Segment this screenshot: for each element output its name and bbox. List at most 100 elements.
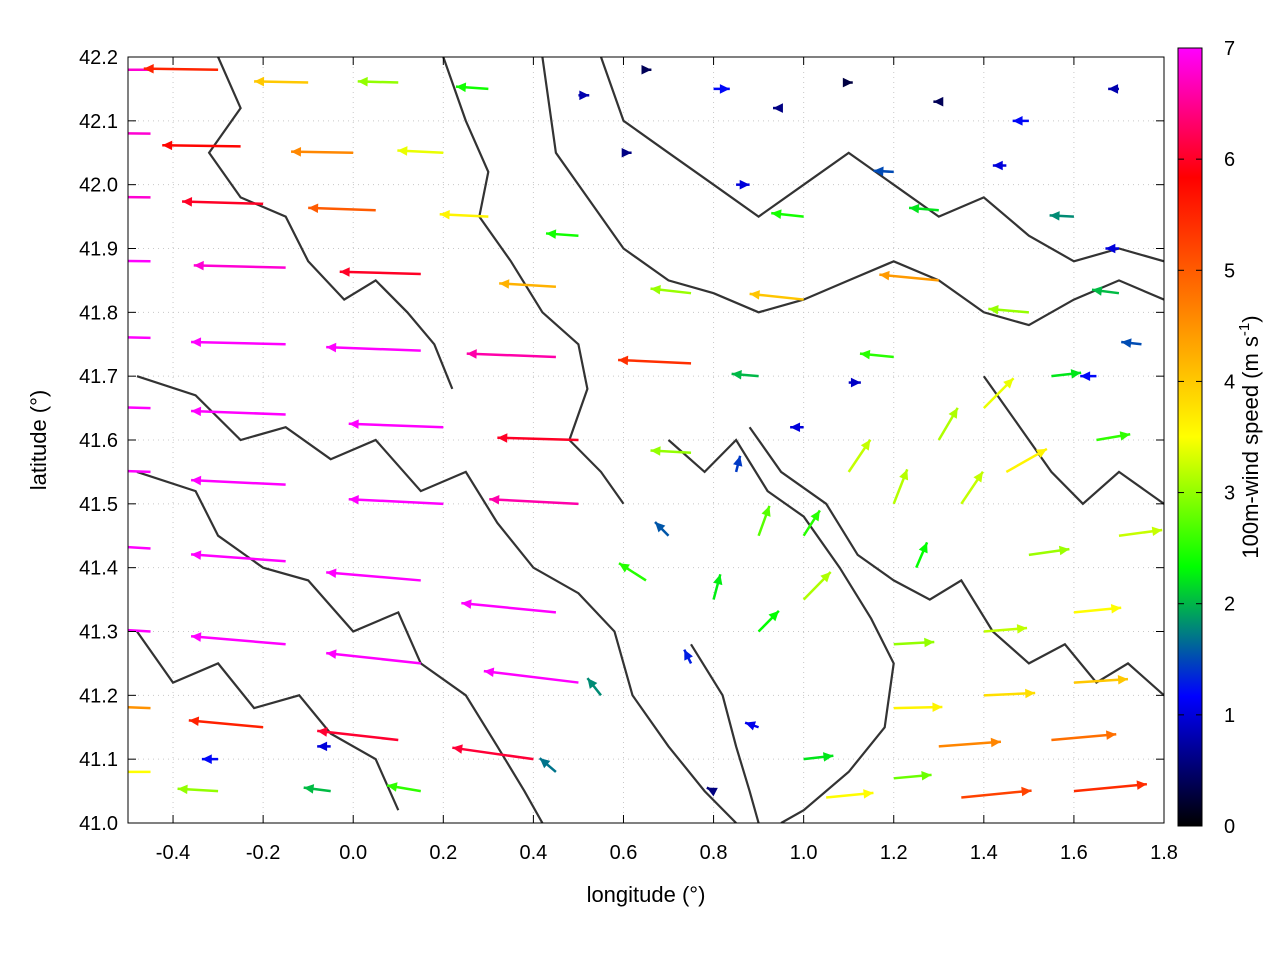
wind-vector — [650, 446, 692, 456]
wind-vector — [128, 628, 151, 633]
contour-line — [667, 438, 895, 823]
wind-vector — [848, 377, 861, 388]
wind-vector — [773, 103, 783, 113]
wind-vector — [1080, 371, 1097, 381]
wind-vector — [308, 203, 376, 214]
wind-vector — [303, 784, 331, 794]
wind-vector — [771, 209, 804, 219]
contour-line — [982, 375, 1164, 506]
x-tick-label: -0.4 — [156, 842, 190, 864]
wind-vector — [733, 455, 743, 473]
wind-vector — [578, 90, 590, 101]
wind-vector — [193, 260, 286, 271]
contour-line — [442, 57, 625, 505]
wind-vector — [1073, 674, 1129, 685]
wind-vector — [182, 197, 264, 207]
wind-vector — [545, 229, 579, 239]
wind-vector — [892, 468, 909, 505]
y-tick-label: 42.1 — [79, 111, 118, 133]
wind-vector — [439, 209, 489, 220]
wind-vector — [983, 688, 1036, 699]
wind-vector — [736, 179, 750, 190]
wind-vector — [466, 349, 556, 359]
wind-vector — [348, 419, 444, 429]
x-tick-label: 0.8 — [700, 842, 728, 864]
colorbar-label: 100m-wind speed (m s-1) — [1236, 315, 1263, 558]
wind-vector — [317, 727, 399, 742]
wind-vector — [326, 649, 421, 665]
wind-vector — [988, 304, 1029, 315]
colorbar-label-main: 100m-wind speed (m s — [1238, 336, 1263, 559]
x-tick-label: 1.2 — [880, 842, 908, 864]
x-tick-label: 0.6 — [610, 842, 638, 864]
wind-vector — [1012, 116, 1029, 126]
contour-line — [748, 426, 1164, 697]
wind-vector — [128, 469, 151, 474]
wind-vector — [128, 545, 151, 550]
y-tick-label: 41.5 — [79, 494, 118, 516]
wind-vector — [162, 140, 241, 151]
wind-vector — [461, 599, 557, 614]
wind-vector — [757, 505, 771, 537]
colorbar-tick-label: 1 — [1224, 705, 1235, 727]
wind-vector — [128, 132, 151, 135]
y-tick-label: 42.2 — [79, 47, 118, 69]
wind-vector — [483, 667, 579, 684]
contour-line — [690, 643, 760, 823]
x-tick-label: -0.2 — [246, 842, 280, 864]
colorbar-tick-label: 7 — [1224, 38, 1235, 60]
y-tick-label: 41.7 — [79, 366, 118, 388]
y-tick-label: 41.8 — [79, 302, 118, 324]
wind-vector — [893, 702, 943, 712]
wind-vector — [933, 96, 944, 107]
wind-vector — [961, 786, 1032, 799]
wind-vector — [618, 355, 692, 366]
colorbar-label-sup: -1 — [1236, 323, 1253, 336]
wind-vector — [1051, 369, 1082, 379]
x-tick-label: 0.2 — [429, 842, 457, 864]
wind-vector — [291, 147, 354, 157]
wind-vector — [618, 562, 647, 582]
wind-vector — [191, 406, 286, 417]
wind-vector — [1005, 447, 1048, 474]
terrain-contours — [136, 57, 1164, 823]
wind-vector — [397, 146, 444, 156]
wind-vector — [915, 541, 929, 569]
y-tick-label: 41.2 — [79, 685, 118, 707]
wind-vector — [326, 568, 421, 582]
wind-vector — [489, 494, 579, 506]
y-tick-label: 42.0 — [79, 175, 118, 197]
wind-vector — [497, 433, 579, 443]
wind-vector — [1118, 526, 1163, 537]
wind-vector — [744, 721, 760, 731]
wind-vector — [128, 336, 151, 340]
contour-line — [599, 57, 1164, 263]
wind-vector — [1105, 243, 1119, 254]
wind-vector — [386, 782, 421, 793]
x-tick-label: 0.4 — [519, 842, 547, 864]
wind-vectors — [128, 63, 1163, 799]
y-axis-ticks: 41.0 41.1 41.2 41.3 41.4 41.5 41.6 41.7 41.8 41.9… — [79, 47, 1164, 835]
wind-vector — [802, 571, 832, 601]
contour-line — [136, 375, 737, 823]
wind-vector — [201, 754, 219, 764]
wind-vector — [960, 470, 984, 505]
wind-vector — [317, 741, 331, 752]
wind-vector — [348, 494, 444, 506]
wind-vector — [1108, 84, 1119, 94]
wind-vector — [982, 377, 1015, 409]
wind-vector — [128, 259, 151, 263]
wind-vector — [859, 349, 894, 360]
wind-vector — [826, 789, 874, 799]
wind-vector — [873, 166, 894, 177]
x-tick-label: 1.6 — [1060, 842, 1088, 864]
x-tick-label: 0.0 — [339, 842, 367, 864]
contour-line — [136, 470, 544, 823]
x-tick-label: 1.0 — [790, 842, 818, 864]
wind-vector — [731, 369, 759, 380]
y-tick-label: 41.6 — [79, 430, 118, 452]
wind-vector — [757, 609, 780, 633]
wind-vector — [586, 677, 602, 697]
wind-vector — [908, 203, 939, 214]
wind-vector — [190, 632, 286, 646]
